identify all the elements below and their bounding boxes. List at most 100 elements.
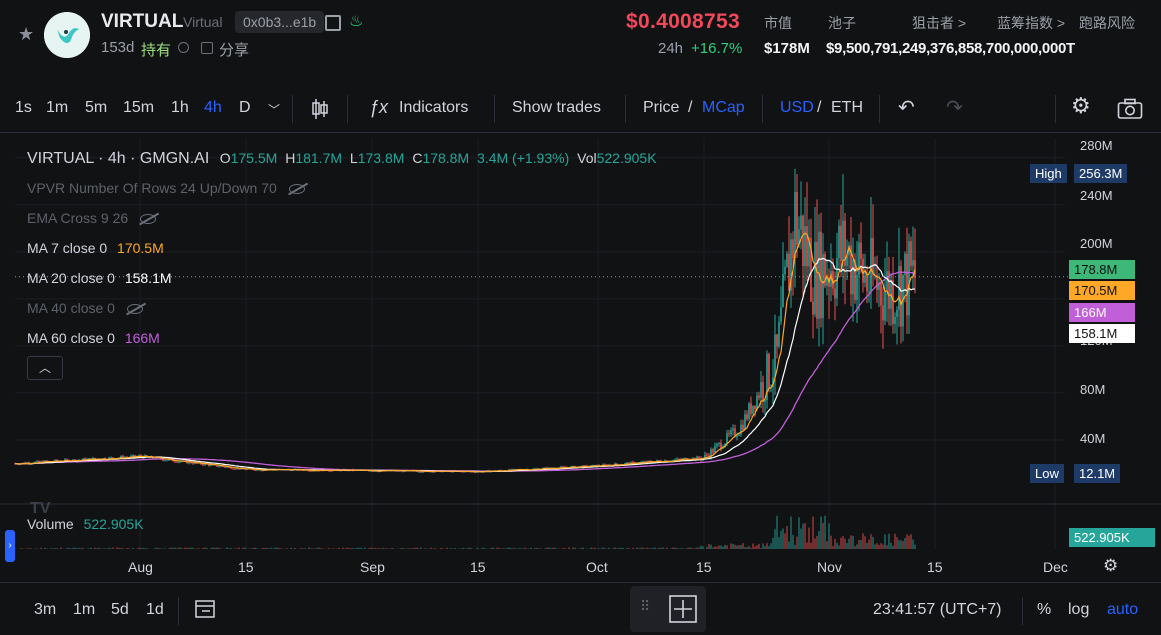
share-link[interactable]: 分享 <box>219 42 250 59</box>
volume-bar <box>316 547 318 549</box>
axis-settings-icon[interactable]: ⚙ <box>1103 556 1119 575</box>
legend-ma7[interactable]: MA 7 close 0 170.5M <box>27 240 164 256</box>
camera-icon[interactable] <box>1117 98 1143 120</box>
percent-toggle[interactable]: % <box>1037 601 1052 618</box>
volume-bar <box>674 547 676 549</box>
stat-label-bluechip[interactable]: 蓝筹指数 > <box>997 15 1066 31</box>
undo-icon[interactable]: ↶ <box>898 97 915 119</box>
price-toggle[interactable]: Price <box>643 99 680 116</box>
chart-canvas[interactable] <box>0 132 1161 582</box>
volume-bar <box>118 547 120 549</box>
indicators-button[interactable]: Indicators <box>399 99 469 116</box>
interval-4h[interactable]: 4h <box>204 99 222 116</box>
redo-icon[interactable]: ↷ <box>946 97 963 119</box>
x-tick-oct: Oct <box>586 559 608 575</box>
volume-bar <box>852 535 854 549</box>
mcap-toggle[interactable]: MCap <box>702 99 745 116</box>
legend-ma60[interactable]: MA 60 close 0 166M <box>27 330 160 346</box>
volume-bar <box>56 548 58 549</box>
interval-15m[interactable]: 15m <box>123 99 155 116</box>
eth-toggle[interactable]: ETH <box>831 99 863 116</box>
drawing-toggle-panel[interactable]: ⠿ <box>630 586 706 632</box>
ma20-tag: 158.1M <box>1069 324 1135 343</box>
hidden-eye-icon[interactable] <box>140 214 157 225</box>
volume-bar <box>652 547 654 549</box>
legend-vpvr[interactable]: VPVR Number Of Rows 24 Up/Down 70 <box>27 180 305 196</box>
range-3m[interactable]: 3m <box>34 601 57 618</box>
candle-body <box>66 459 68 461</box>
clock-timezone[interactable]: 23:41:57 (UTC+7) <box>873 601 1002 618</box>
volume-bar <box>914 544 916 549</box>
volume-bar <box>320 548 322 549</box>
interval-1h[interactable]: 1h <box>171 99 189 116</box>
range-1m[interactable]: 1m <box>73 601 96 618</box>
candle-body <box>864 275 866 283</box>
star-icon[interactable]: ★ <box>18 24 35 44</box>
show-trades-button[interactable]: Show trades <box>512 99 601 116</box>
volume-bar <box>70 548 72 549</box>
hidden-eye-icon[interactable] <box>288 184 305 195</box>
volume-bar <box>66 548 68 549</box>
candle-body <box>38 460 40 462</box>
volume-bar <box>640 547 642 549</box>
volume-bar <box>804 523 806 549</box>
interval-1s[interactable]: 1s <box>15 99 32 116</box>
log-toggle[interactable]: log <box>1068 601 1090 618</box>
chart-toolbar: 1s 1m 5m 15m 1h 4h D ﹀ ƒx Indicators Sho… <box>0 89 1161 129</box>
hidden-eye-icon[interactable] <box>126 304 143 315</box>
crosshair-box-icon[interactable] <box>668 594 698 624</box>
volume-bar <box>210 548 212 549</box>
drag-handle-icon[interactable]: ⠿ <box>640 598 651 614</box>
settings-gear-icon[interactable]: ⚙ <box>1071 93 1091 118</box>
candle-body <box>166 460 168 462</box>
volume-bar <box>342 547 344 549</box>
tradingview-logo[interactable]: TV <box>30 500 51 517</box>
candle-body <box>512 469 514 471</box>
legend-ma40[interactable]: MA 40 close 0 <box>27 300 143 316</box>
candle-body <box>892 280 894 324</box>
interval-chevron-down-icon[interactable]: ﹀ <box>268 103 281 117</box>
contract-address[interactable]: 0x0b3...e1b <box>235 11 325 33</box>
candle-body <box>648 460 650 462</box>
volume-bar <box>544 548 546 549</box>
volume-bar <box>742 543 744 549</box>
volume-bar <box>574 547 576 549</box>
search-icon[interactable] <box>178 42 189 53</box>
volume-bar <box>876 543 878 549</box>
copy-icon[interactable] <box>325 15 341 31</box>
candle-style-icon[interactable] <box>310 97 330 121</box>
share-icon[interactable] <box>201 42 213 54</box>
holding-link[interactable]: 持有 <box>141 42 172 59</box>
indicators-icon[interactable]: ƒx <box>369 97 389 117</box>
candle-body <box>134 455 136 457</box>
volume-bar <box>602 547 604 549</box>
stat-label-rug: 跑路风险 <box>1079 15 1135 31</box>
volume-tag: 522.905K <box>1069 528 1155 547</box>
candle-body <box>194 462 196 464</box>
range-5d[interactable]: 5d <box>111 601 129 618</box>
goto-date-calendar-icon[interactable] <box>194 598 218 620</box>
range-1d[interactable]: 1d <box>146 601 164 618</box>
volume-bar <box>902 541 904 549</box>
volume-bar <box>776 515 778 549</box>
volume-bar <box>146 548 148 549</box>
volume-bar <box>792 534 794 549</box>
volume-bar <box>94 547 96 549</box>
volume-bar <box>72 547 74 549</box>
candle-body <box>420 471 422 473</box>
interval-5m[interactable]: 5m <box>85 99 108 116</box>
legend-ma20[interactable]: MA 20 close 0 158.1M <box>27 270 172 286</box>
stat-label-snipers[interactable]: 狙击者 > <box>912 15 967 31</box>
interval-d[interactable]: D <box>239 99 251 116</box>
price-chart[interactable]: VIRTUAL · 4h · GMGN.AI O175.5M H181.7M L… <box>0 132 1161 582</box>
expand-panel-chevron-right-icon[interactable]: › <box>5 530 15 562</box>
candle-body <box>656 460 658 462</box>
volume-bar <box>502 548 504 549</box>
interval-1m[interactable]: 1m <box>46 99 69 116</box>
auto-toggle[interactable]: auto <box>1107 601 1139 618</box>
legend-ema[interactable]: EMA Cross 9 26 <box>27 210 157 226</box>
candle-body <box>180 461 182 463</box>
usd-toggle[interactable]: USD <box>780 99 814 116</box>
candle-body <box>592 464 594 466</box>
collapse-legend-chevron-up-icon[interactable]: ︿ <box>27 356 63 380</box>
